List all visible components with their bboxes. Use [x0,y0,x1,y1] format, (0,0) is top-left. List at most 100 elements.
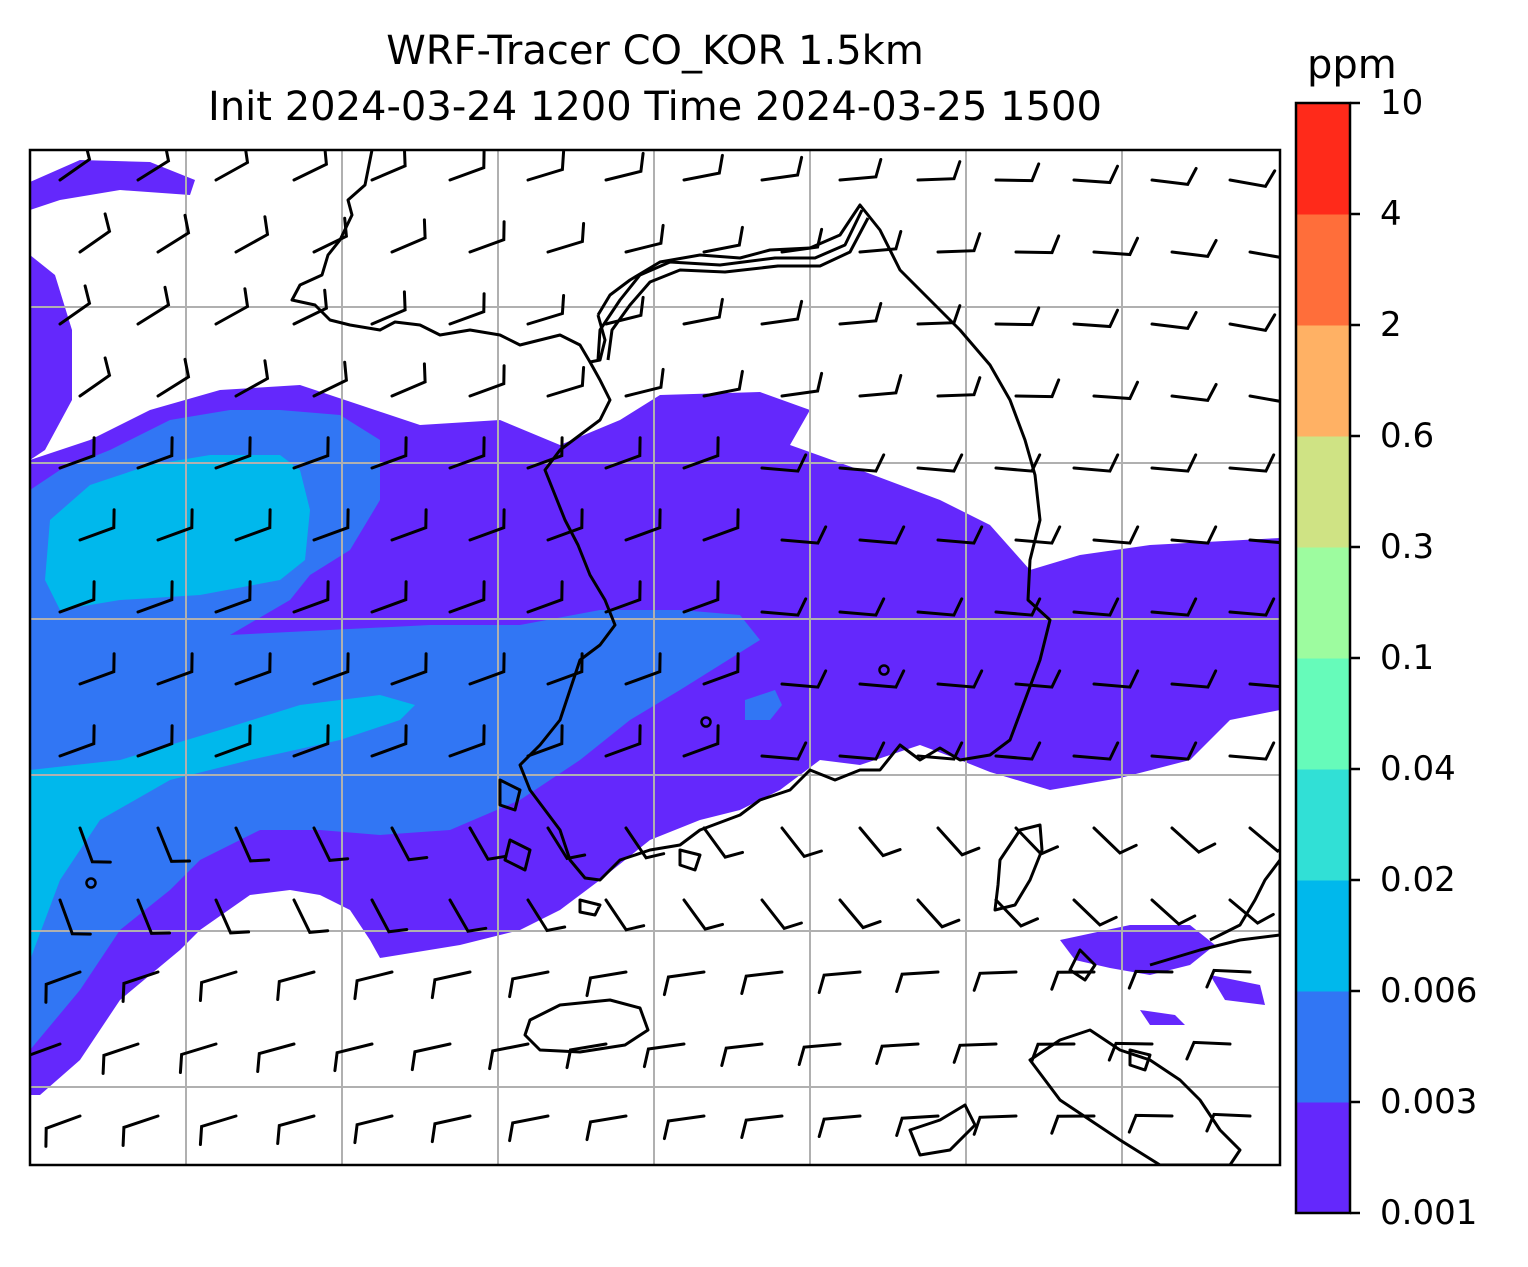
wind-barb [136,580,174,614]
colorbar-tick-label: 0.04 [1380,749,1456,789]
wind-barb [1170,239,1218,259]
wind-barb [390,826,429,862]
wind-barb [526,580,564,614]
wind-barb [780,826,823,859]
wind-barb [448,292,486,326]
colorbar-tick-label: 2 [1380,305,1402,345]
wind-barb [858,669,906,689]
wind-barb [1150,167,1198,187]
wind-barb [624,367,665,398]
wind-barb [468,364,506,398]
wind-barb [817,1114,862,1138]
wind-barb [682,724,720,758]
coastlines [85,150,1280,1165]
wind-barb [780,227,824,254]
wind-barb [642,1042,686,1069]
wind-barb [604,436,642,470]
wind-barb [312,216,348,254]
wind-barb [1248,394,1280,403]
wind-barb [526,898,567,933]
wind-barb [58,150,92,182]
wind-barb [312,652,350,686]
wind-barb [702,508,740,542]
colorbar-segment [1296,325,1350,437]
wind-barb [448,724,486,758]
wind-barb [936,376,982,398]
wind-barb [702,225,744,254]
wind-barb [44,970,82,1004]
wind-barb [1150,898,1197,926]
peninsula-west-coast [518,203,1052,882]
wind-barb [353,970,394,1001]
wind-barb [760,741,808,761]
colorbar-tick-label: 0.001 [1380,1193,1478,1233]
wind-barb [936,826,981,857]
island-marker [878,664,890,676]
wind-barb [410,1042,452,1072]
wind-barb [1050,970,1096,991]
wind-barb [292,898,330,934]
wind-barb [214,898,251,935]
wind-barb [858,525,906,545]
wind-barb [994,898,1039,928]
wind-barb [858,230,903,254]
wind-barb [1248,682,1280,689]
wind-barb [604,151,645,182]
wind-barb [156,826,191,863]
wind-barb [604,724,642,758]
wind-barb [972,970,1018,992]
concentration-band-3 [30,455,415,960]
wind-barb [952,1042,998,1064]
wind-barb [430,1114,472,1144]
wind-barb [858,826,902,858]
wind-barb [1072,164,1119,185]
wind-barb [58,724,96,758]
wind-barb [312,508,350,542]
wind-barb [895,1114,940,1137]
wind-barb [662,970,706,997]
wind-barb [838,453,886,473]
wind-barb [292,150,328,182]
wind-barb [760,155,804,182]
wind-barb [58,898,92,936]
colorbar-unit-label: ppm [1307,42,1397,88]
china-coastline [290,150,607,364]
wind-barb [1170,525,1218,545]
colorbar-segment [1296,769,1350,881]
wind-barb [682,898,724,931]
wind-barb [78,652,116,686]
wind-barb [817,970,862,994]
wind-barb [1014,525,1062,545]
wind-barb [136,150,171,182]
colorbar-segment [1296,991,1350,1103]
wind-barb [468,826,508,861]
wind-barb [702,826,744,859]
wind-barb [370,290,407,326]
wind-barb [136,898,171,935]
colorbar-segment [1296,436,1350,548]
wind-barb [1050,1114,1096,1135]
wind-barb [58,436,96,470]
wind-barb [1170,669,1218,689]
wind-barb [838,741,886,761]
wind-barb [662,1114,706,1141]
wind-barb [838,898,882,930]
wind-barb [121,970,160,1003]
japan-islands [908,948,1152,1157]
wind-barb [546,366,586,398]
wind-barb [682,297,724,326]
wind-barb [760,597,808,617]
wind-barb [1072,453,1120,473]
colorbar-segment [1296,214,1350,326]
wind-barb [1205,968,1252,989]
wind-barb [214,287,250,326]
wind-barb [178,1042,218,1074]
wind-barb [1150,741,1198,761]
wind-barb [214,724,252,758]
island-marker [700,716,712,728]
wind-barb [448,898,488,933]
wind-barb [994,306,1041,327]
wind-barb [390,652,428,686]
wind-barb [526,436,564,470]
